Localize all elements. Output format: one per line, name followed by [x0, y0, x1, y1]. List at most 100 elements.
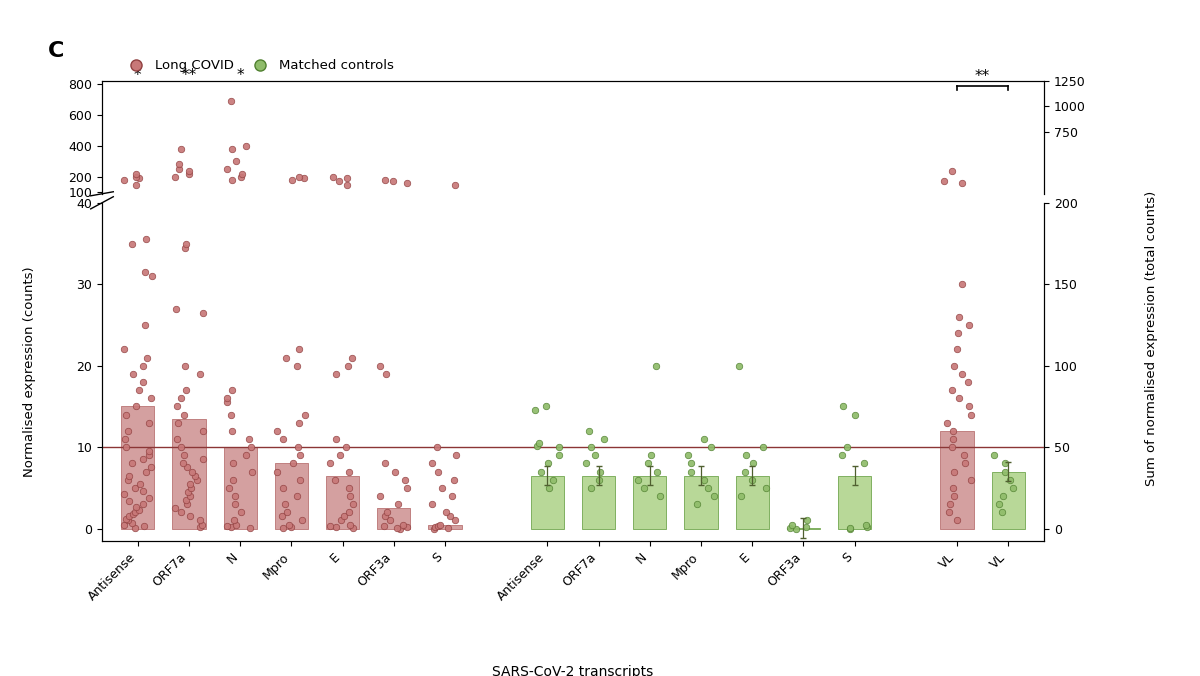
Point	[642, 450, 661, 460]
Point	[650, 491, 670, 502]
Text: C: C	[48, 41, 65, 61]
Point	[1003, 483, 1022, 493]
Point	[539, 483, 558, 493]
Point	[688, 499, 707, 510]
Point	[374, 521, 394, 531]
Point	[180, 511, 199, 522]
Point	[397, 483, 416, 493]
Point	[695, 433, 714, 444]
Point	[167, 401, 186, 412]
Point	[638, 458, 658, 469]
Point	[752, 441, 772, 452]
Point	[114, 519, 133, 530]
Point	[524, 405, 544, 416]
Point	[341, 491, 360, 502]
Point	[130, 385, 149, 395]
Point	[383, 176, 402, 187]
Point	[337, 173, 356, 184]
Bar	[991, 472, 1025, 529]
Point	[394, 519, 413, 530]
Point	[377, 507, 396, 518]
Point	[845, 409, 864, 420]
Point	[283, 458, 302, 469]
Point	[331, 515, 350, 526]
Point	[119, 511, 138, 522]
Point	[396, 475, 415, 485]
Point	[139, 450, 158, 460]
Point	[949, 312, 968, 322]
Point	[340, 507, 359, 518]
Point	[589, 475, 608, 485]
Point	[126, 483, 145, 493]
Point	[223, 143, 242, 154]
Point	[126, 401, 145, 412]
Point	[221, 96, 240, 107]
Point	[176, 495, 196, 506]
Point	[532, 466, 551, 477]
Point	[994, 491, 1013, 502]
Point	[984, 450, 1003, 460]
Point	[126, 502, 145, 513]
Point	[948, 328, 967, 339]
Point	[182, 466, 202, 477]
Point	[120, 470, 139, 481]
Point	[280, 519, 299, 530]
Point	[232, 172, 251, 183]
Point	[428, 521, 448, 531]
Point	[953, 178, 972, 189]
Bar	[634, 476, 666, 529]
Point	[118, 475, 137, 485]
Point	[376, 511, 395, 522]
Point	[536, 401, 556, 412]
Point	[138, 352, 157, 363]
Point	[133, 360, 152, 371]
Point	[136, 320, 155, 331]
Point	[431, 519, 450, 530]
Point	[857, 519, 876, 530]
Point	[576, 458, 595, 469]
Point	[236, 450, 256, 460]
Point	[289, 441, 308, 452]
Bar	[941, 431, 973, 529]
Bar	[326, 207, 359, 208]
Point	[175, 242, 194, 253]
Point	[961, 409, 980, 420]
Point	[173, 458, 192, 469]
Point	[550, 450, 569, 460]
Bar	[838, 207, 871, 208]
Point	[937, 417, 956, 428]
Point	[122, 368, 142, 379]
Point	[217, 393, 236, 404]
Point	[590, 466, 610, 477]
Bar	[634, 207, 666, 208]
Point	[125, 507, 144, 518]
Bar	[684, 207, 718, 208]
Point	[181, 483, 200, 493]
Point	[440, 511, 460, 522]
Point	[952, 48, 971, 59]
Point	[187, 475, 206, 485]
Bar	[223, 447, 257, 529]
Point	[232, 168, 251, 179]
Point	[647, 360, 666, 371]
Point	[115, 489, 134, 500]
Point	[796, 522, 815, 533]
Bar	[173, 418, 205, 529]
Point	[178, 499, 197, 510]
Bar	[530, 207, 564, 208]
Bar	[173, 206, 205, 208]
Point	[335, 511, 354, 522]
Point	[442, 491, 461, 502]
Point	[959, 401, 978, 412]
Point	[290, 450, 310, 460]
Point	[186, 470, 205, 481]
Point	[221, 409, 240, 420]
Point	[840, 523, 859, 533]
Point	[942, 441, 961, 452]
Point	[181, 479, 200, 489]
Point	[274, 483, 293, 493]
Point	[343, 499, 362, 510]
Text: *: *	[134, 68, 142, 83]
Point	[276, 352, 295, 363]
Point	[432, 483, 451, 493]
